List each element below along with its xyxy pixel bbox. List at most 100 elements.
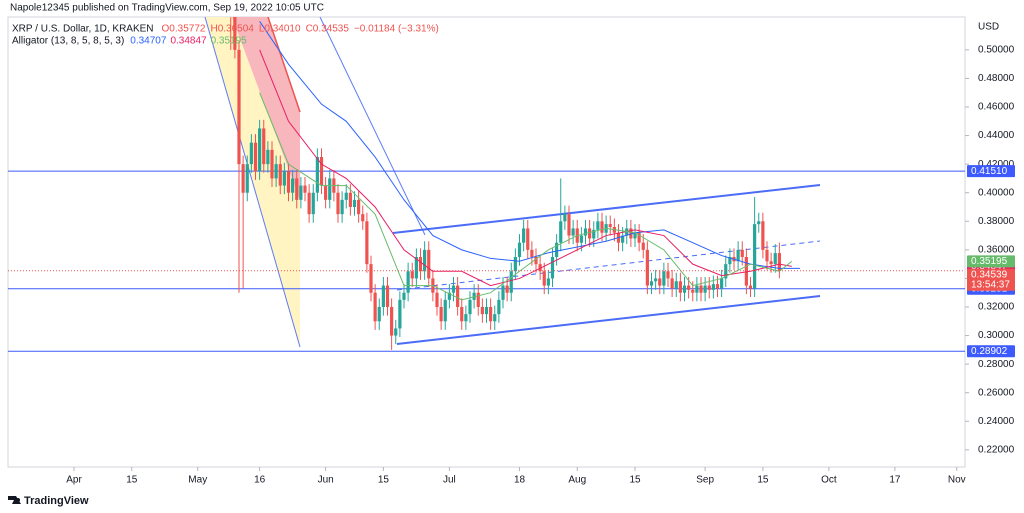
plot — [8, 17, 965, 352]
price-badge — [967, 268, 1015, 291]
candle-body — [241, 164, 245, 193]
channel-bottom — [396, 295, 821, 345]
y-tick-label: 0.32000 — [978, 302, 1015, 313]
candle-body — [340, 199, 344, 215]
candle-body — [418, 257, 423, 272]
candle-body — [695, 285, 699, 293]
candle-body — [484, 307, 489, 315]
candle-body — [559, 221, 563, 243]
candle-body — [295, 178, 299, 200]
trend-line — [267, 17, 301, 113]
candle-body — [550, 257, 555, 279]
candle-body — [670, 278, 674, 289]
candle-body — [361, 214, 365, 222]
candle-body — [728, 257, 732, 265]
candle-body — [563, 214, 567, 222]
candle-body — [637, 232, 641, 243]
candle-body — [633, 232, 637, 239]
candle-body — [480, 307, 484, 315]
candle-body — [336, 192, 340, 215]
countdown: 13:54:37 — [971, 279, 1010, 290]
y-tick-label: 0.30000 — [978, 330, 1015, 341]
candle-body — [460, 307, 464, 322]
candle-body — [456, 285, 460, 307]
candle-body — [439, 307, 443, 322]
ohlc-value: O0.35772 — [162, 24, 206, 35]
x-tick-label: Jun — [318, 475, 334, 486]
candle-body — [596, 221, 600, 230]
candle-body — [493, 314, 497, 322]
candle-body — [649, 281, 654, 286]
candle-body — [489, 307, 493, 322]
candle-body — [410, 271, 414, 279]
y-tick-label: 0.28000 — [978, 359, 1015, 370]
candle-body — [352, 199, 357, 207]
x-tick-label: Jul — [443, 475, 456, 486]
y-tick-label: 0.24000 — [978, 416, 1015, 427]
candle-body — [715, 284, 720, 289]
candle-body — [546, 278, 550, 286]
y-tick-label: 0.38000 — [978, 216, 1015, 227]
candle-body — [423, 249, 427, 272]
candle-body — [691, 289, 695, 293]
x-tick-label: 15 — [629, 475, 641, 486]
y-tick-label: 0.50000 — [978, 44, 1015, 55]
candle-body — [682, 285, 687, 293]
candle-body — [555, 242, 559, 257]
candle-body — [526, 228, 530, 250]
candle-body — [291, 178, 295, 193]
candle-body — [476, 292, 480, 307]
candle-body — [307, 192, 311, 215]
candle-body — [645, 249, 649, 286]
price-badge — [967, 165, 1015, 178]
candle-body — [707, 285, 711, 290]
candle-body — [571, 228, 575, 236]
candle-body — [443, 299, 447, 322]
candle-body — [258, 128, 262, 172]
candle-body — [600, 221, 604, 233]
alligator-line — [259, 21, 801, 269]
candle-body — [748, 285, 753, 289]
price-badge-label: 0.35195 — [971, 256, 1008, 267]
candle-body — [357, 199, 361, 215]
candle-body — [711, 284, 715, 290]
candle-body — [588, 228, 592, 239]
candle-body — [245, 164, 249, 193]
candle-body — [398, 299, 402, 329]
pane-border — [7, 16, 966, 468]
candle-body — [373, 292, 377, 322]
publisher: Napole12345 published on TradingView.com… — [10, 3, 324, 14]
indicator: Alligator (13, 8, 5, 8, 5, 3) — [12, 36, 124, 47]
candle-body — [299, 185, 303, 200]
candle-body — [286, 171, 291, 193]
candle-body — [447, 292, 451, 300]
price-badge-label: 0.34539 — [971, 269, 1008, 280]
candle-body — [583, 228, 588, 236]
price-badge — [967, 345, 1015, 358]
ohlc-value: −0.01184 (−3.31%) — [354, 24, 439, 35]
candle-body — [501, 285, 505, 300]
logo — [8, 496, 21, 504]
candle-body — [278, 164, 282, 186]
currency: USD — [978, 22, 999, 33]
trend-line — [204, 17, 301, 348]
candle-body — [522, 228, 526, 243]
y-tick-label: 0.40000 — [978, 187, 1015, 198]
candle-body — [720, 278, 724, 289]
y-tick-label: 0.26000 — [978, 387, 1015, 398]
candle-body — [505, 285, 509, 293]
candle-body — [369, 264, 373, 293]
candle-body — [303, 185, 307, 193]
candle-body — [464, 314, 468, 322]
x-tick-label: May — [188, 475, 207, 486]
candle-body — [678, 281, 682, 293]
indicator-value: 0.34707 — [130, 36, 167, 47]
channel-top — [392, 184, 821, 234]
alligator-line — [259, 49, 792, 287]
candle-body — [740, 249, 744, 257]
candle-body — [513, 257, 517, 272]
x-tick-label: Oct — [821, 475, 837, 486]
candle-body — [703, 285, 707, 293]
candle-body — [509, 271, 513, 293]
